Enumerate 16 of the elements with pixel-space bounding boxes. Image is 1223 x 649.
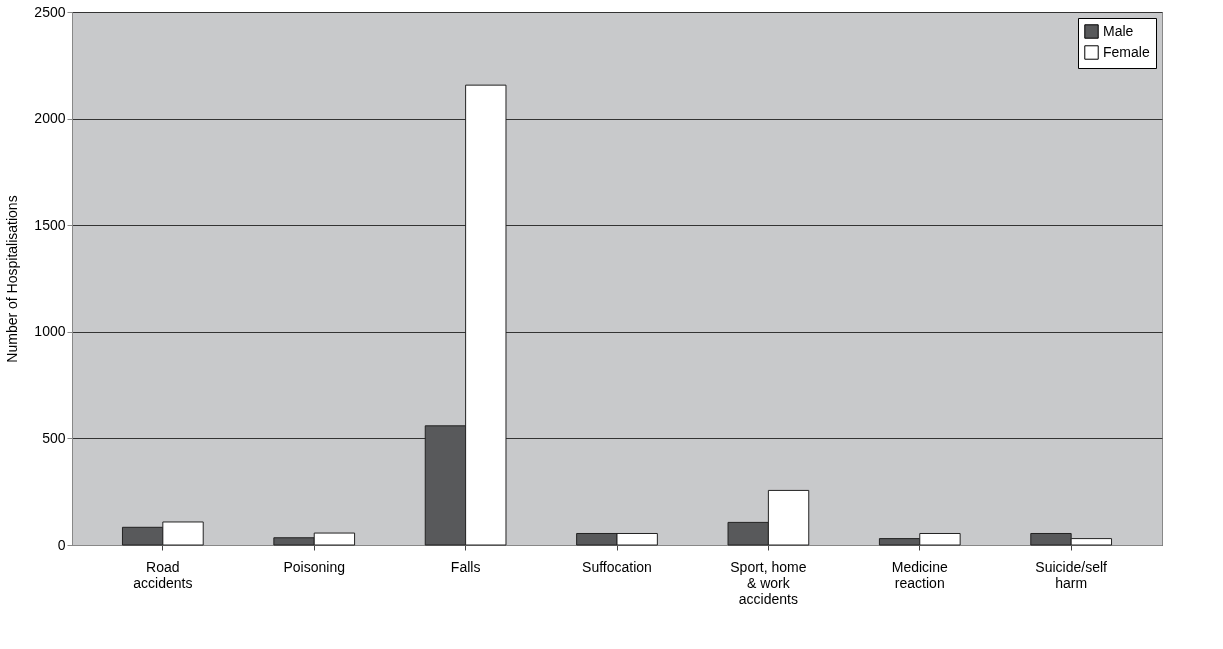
x-tick-label: Falls xyxy=(450,558,481,575)
x-tick-label: Road accidents xyxy=(133,558,193,591)
legend-label: Male xyxy=(1103,22,1134,39)
x-tick-label: Sport, home & work accidents xyxy=(730,558,807,607)
y-tick-label: 1500 xyxy=(34,216,66,233)
x-tick-label: Medicine reaction xyxy=(891,558,948,591)
y-tick-label: 2500 xyxy=(34,3,66,20)
y-axis-title: Number of Hospitalisations xyxy=(4,195,21,363)
y-tick-label: 500 xyxy=(42,429,66,446)
y-tick-label: 2000 xyxy=(34,110,66,127)
y-tick-label: 0 xyxy=(57,536,66,553)
y-tick-label: 1000 xyxy=(34,323,66,340)
legend-label: Female xyxy=(1103,43,1150,60)
x-tick-label: Suicide/self harm xyxy=(1035,558,1108,591)
x-tick-label: Poisoning xyxy=(283,558,345,575)
x-tick-label: Suffocation xyxy=(582,558,652,575)
